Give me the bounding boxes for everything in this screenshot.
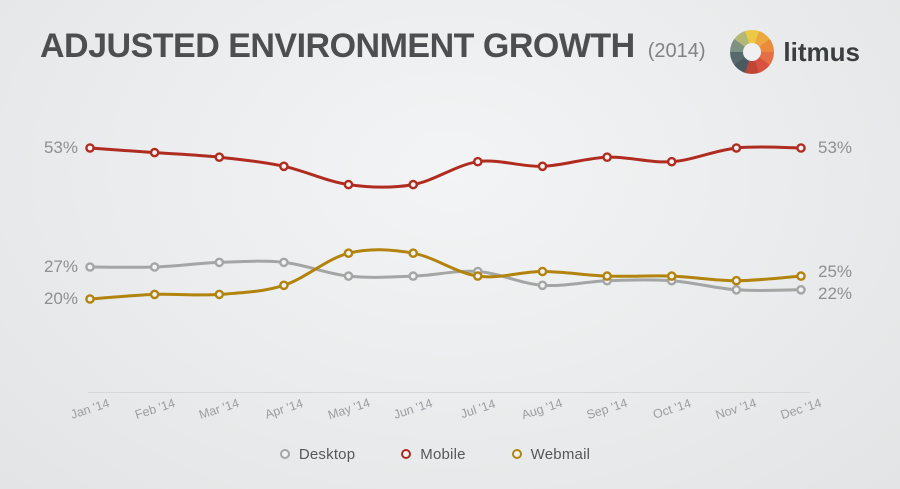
data-point-mobile-1 <box>149 147 160 158</box>
litmus-color-wheel-icon <box>730 30 775 74</box>
data-point-mobile-10 <box>731 143 742 153</box>
data-point-webmail-5 <box>408 248 419 258</box>
legend-marker-webmail-icon <box>511 449 522 459</box>
data-point-webmail-2 <box>214 289 225 300</box>
data-point-mobile-0 <box>85 143 95 153</box>
data-point-webmail-8 <box>602 271 612 281</box>
data-point-webmail-10 <box>731 275 742 286</box>
data-point-desktop-0 <box>85 262 95 272</box>
series-line-desktop <box>89 259 802 293</box>
title-row: ADJUSTED ENVIRONMENT GROWTH (2014) <box>40 27 860 65</box>
left-label-desktop: 27% <box>43 257 78 276</box>
legend-label-desktop: Desktop <box>298 445 356 463</box>
right-label-webmail: 25% <box>818 262 853 281</box>
data-point-desktop-11 <box>796 284 806 295</box>
data-point-desktop-7 <box>537 280 548 291</box>
data-point-webmail-3 <box>279 280 289 291</box>
data-point-desktop-3 <box>279 257 289 268</box>
data-point-desktop-1 <box>149 262 160 272</box>
data-point-desktop-4 <box>343 271 354 281</box>
legend-label-webmail: Webmail <box>530 445 591 463</box>
left-label-mobile: 53% <box>43 138 78 157</box>
x-axis-line <box>88 392 810 393</box>
data-point-webmail-0 <box>85 294 95 304</box>
data-point-webmail-9 <box>666 271 677 281</box>
legend-marker-desktop-icon <box>279 449 290 459</box>
data-point-mobile-6 <box>472 156 483 167</box>
legend-item-desktop: Desktop <box>279 445 356 463</box>
data-point-mobile-3 <box>279 161 289 172</box>
data-point-webmail-1 <box>149 289 160 300</box>
right-label-desktop: 22% <box>818 284 853 303</box>
data-point-desktop-2 <box>214 257 225 268</box>
legend-item-mobile: Mobile <box>401 446 465 463</box>
page-title: ADJUSTED ENVIRONMENT GROWTH <box>40 27 635 65</box>
data-point-webmail-7 <box>537 266 548 277</box>
data-point-mobile-11 <box>796 143 806 153</box>
data-point-webmail-6 <box>472 271 483 281</box>
legend-item-webmail: Webmail <box>511 445 591 463</box>
data-point-mobile-2 <box>214 152 225 162</box>
chart-legend: Desktop Mobile Webmail <box>0 442 870 466</box>
page-subtitle-year: (2014) <box>647 40 706 62</box>
litmus-wordmark: litmus <box>783 36 860 67</box>
data-point-desktop-5 <box>408 271 419 281</box>
legend-marker-mobile-icon <box>401 449 412 459</box>
data-point-mobile-7 <box>537 161 548 172</box>
data-point-webmail-4 <box>343 248 354 258</box>
data-point-desktop-10 <box>731 284 742 295</box>
data-point-mobile-5 <box>408 179 419 190</box>
series-line-webmail <box>89 248 802 301</box>
right-label-mobile: 53% <box>818 138 853 157</box>
left-label-webmail: 20% <box>43 289 78 308</box>
header: ADJUSTED ENVIRONMENT GROWTH (2014) litmu… <box>40 27 860 80</box>
data-point-mobile-9 <box>666 156 677 167</box>
series-line-mobile <box>89 145 802 189</box>
data-point-mobile-8 <box>602 152 612 162</box>
data-point-mobile-4 <box>343 179 354 190</box>
legend-label-mobile: Mobile <box>420 445 466 463</box>
litmus-logo: litmus <box>730 30 860 74</box>
data-point-webmail-11 <box>796 271 806 281</box>
